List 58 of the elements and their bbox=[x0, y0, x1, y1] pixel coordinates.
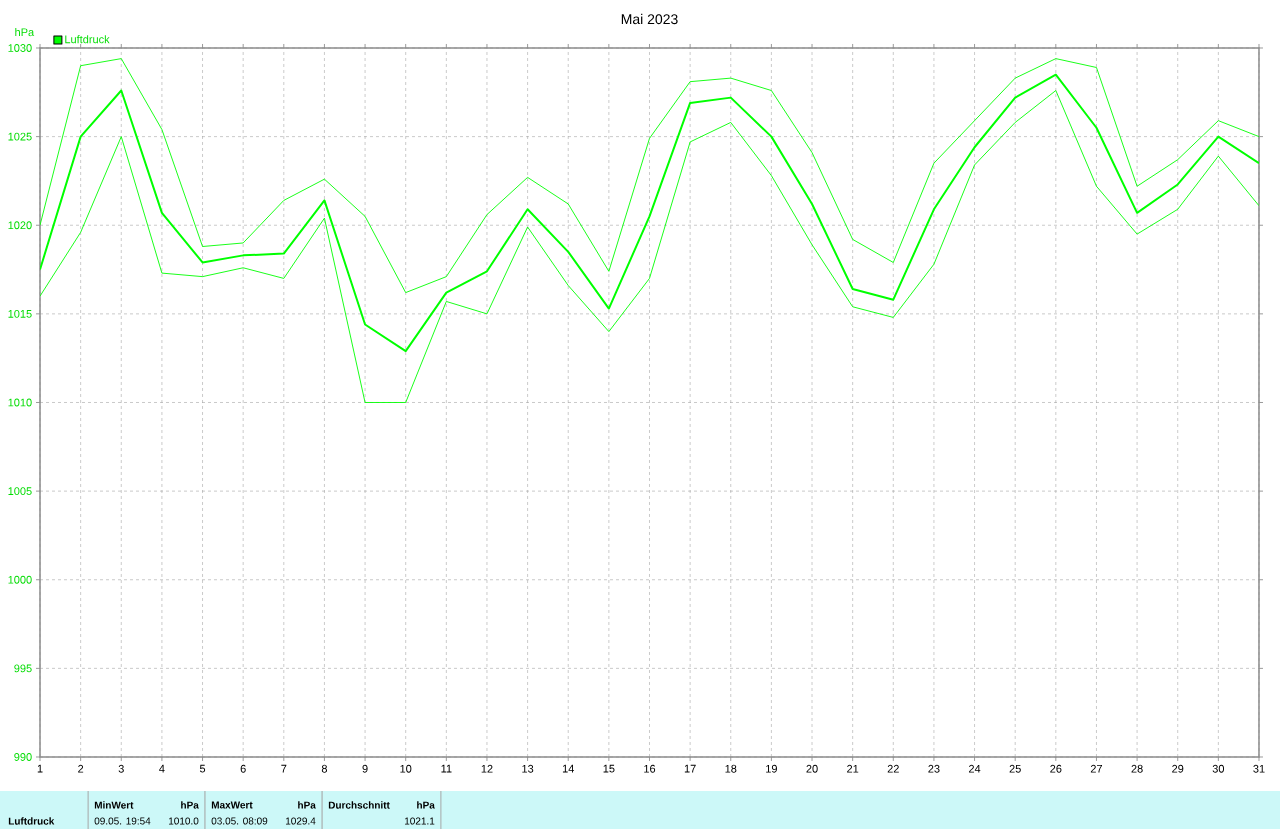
x-tick-label: 7 bbox=[281, 764, 287, 773]
x-tick-label: 12 bbox=[481, 764, 493, 773]
x-tick-label: 28 bbox=[1131, 764, 1143, 773]
y-tick-label: 1005 bbox=[8, 487, 32, 496]
line-series bbox=[40, 90, 1259, 403]
x-tick-label: 22 bbox=[887, 764, 899, 773]
x-tick-label: 21 bbox=[847, 764, 859, 773]
x-tick-label: 4 bbox=[159, 764, 165, 773]
x-tick-label: 19 bbox=[766, 764, 777, 773]
y-tick-label: 1030 bbox=[8, 44, 32, 52]
x-tick-label: 13 bbox=[522, 764, 534, 773]
text: hPa bbox=[181, 801, 199, 809]
line-series bbox=[40, 73, 1259, 353]
y-tick-label: 995 bbox=[14, 664, 32, 673]
x-tick-label: 23 bbox=[928, 764, 940, 773]
x-tick-label: 15 bbox=[603, 764, 615, 773]
y-tick-label: 1025 bbox=[8, 132, 32, 141]
y-tick-label: 1000 bbox=[8, 575, 32, 584]
text: MaxWert bbox=[211, 801, 253, 809]
x-tick-label: 27 bbox=[1090, 764, 1103, 773]
y-tick-label: 1015 bbox=[8, 309, 32, 318]
x-tick-label: 5 bbox=[199, 764, 206, 773]
x-tick-label: 17 bbox=[684, 764, 696, 773]
x-tick-label: 2 bbox=[78, 764, 84, 773]
y-tick-label: 1010 bbox=[8, 398, 32, 407]
text: 1021.1 bbox=[404, 817, 435, 825]
text: 1029.4 bbox=[285, 817, 316, 825]
legend-label: Luftdruck bbox=[65, 35, 110, 44]
x-tick-label: 6 bbox=[240, 764, 246, 773]
x-tick-label: 31 bbox=[1253, 764, 1265, 773]
x-tick-label: 1 bbox=[37, 764, 43, 773]
x-tick-label: 26 bbox=[1050, 764, 1062, 773]
text: Durchschnitt bbox=[328, 801, 390, 809]
line-series bbox=[40, 58, 1259, 294]
chart-title: Mai 2023 bbox=[621, 13, 678, 25]
x-tick-label: 29 bbox=[1172, 764, 1184, 773]
text: Luftdruck bbox=[8, 817, 55, 825]
text: 03.05. 08:09 bbox=[211, 817, 268, 825]
x-tick-label: 16 bbox=[644, 764, 656, 773]
x-tick-label: 14 bbox=[562, 764, 575, 773]
x-tick-label: 10 bbox=[400, 764, 412, 773]
x-tick-label: 3 bbox=[118, 764, 124, 773]
text: hPa bbox=[298, 801, 316, 809]
x-tick-label: 24 bbox=[968, 764, 981, 773]
x-tick-label: 9 bbox=[362, 764, 368, 773]
x-tick-label: 25 bbox=[1009, 764, 1021, 773]
x-tick-label: 30 bbox=[1212, 764, 1225, 773]
x-tick-label: 20 bbox=[806, 764, 818, 773]
text: 09.05. 19:54 bbox=[94, 817, 151, 825]
y-tick-label: 990 bbox=[14, 753, 32, 761]
x-tick-label: 11 bbox=[441, 764, 452, 773]
y-tick-label: 1020 bbox=[8, 221, 32, 230]
text: 1010.0 bbox=[168, 817, 199, 825]
x-tick-label: 8 bbox=[321, 764, 328, 773]
y-axis-title: hPa bbox=[15, 28, 35, 37]
text: hPa bbox=[417, 801, 435, 809]
text: MinWert bbox=[94, 801, 134, 809]
x-tick-label: 18 bbox=[725, 764, 737, 773]
